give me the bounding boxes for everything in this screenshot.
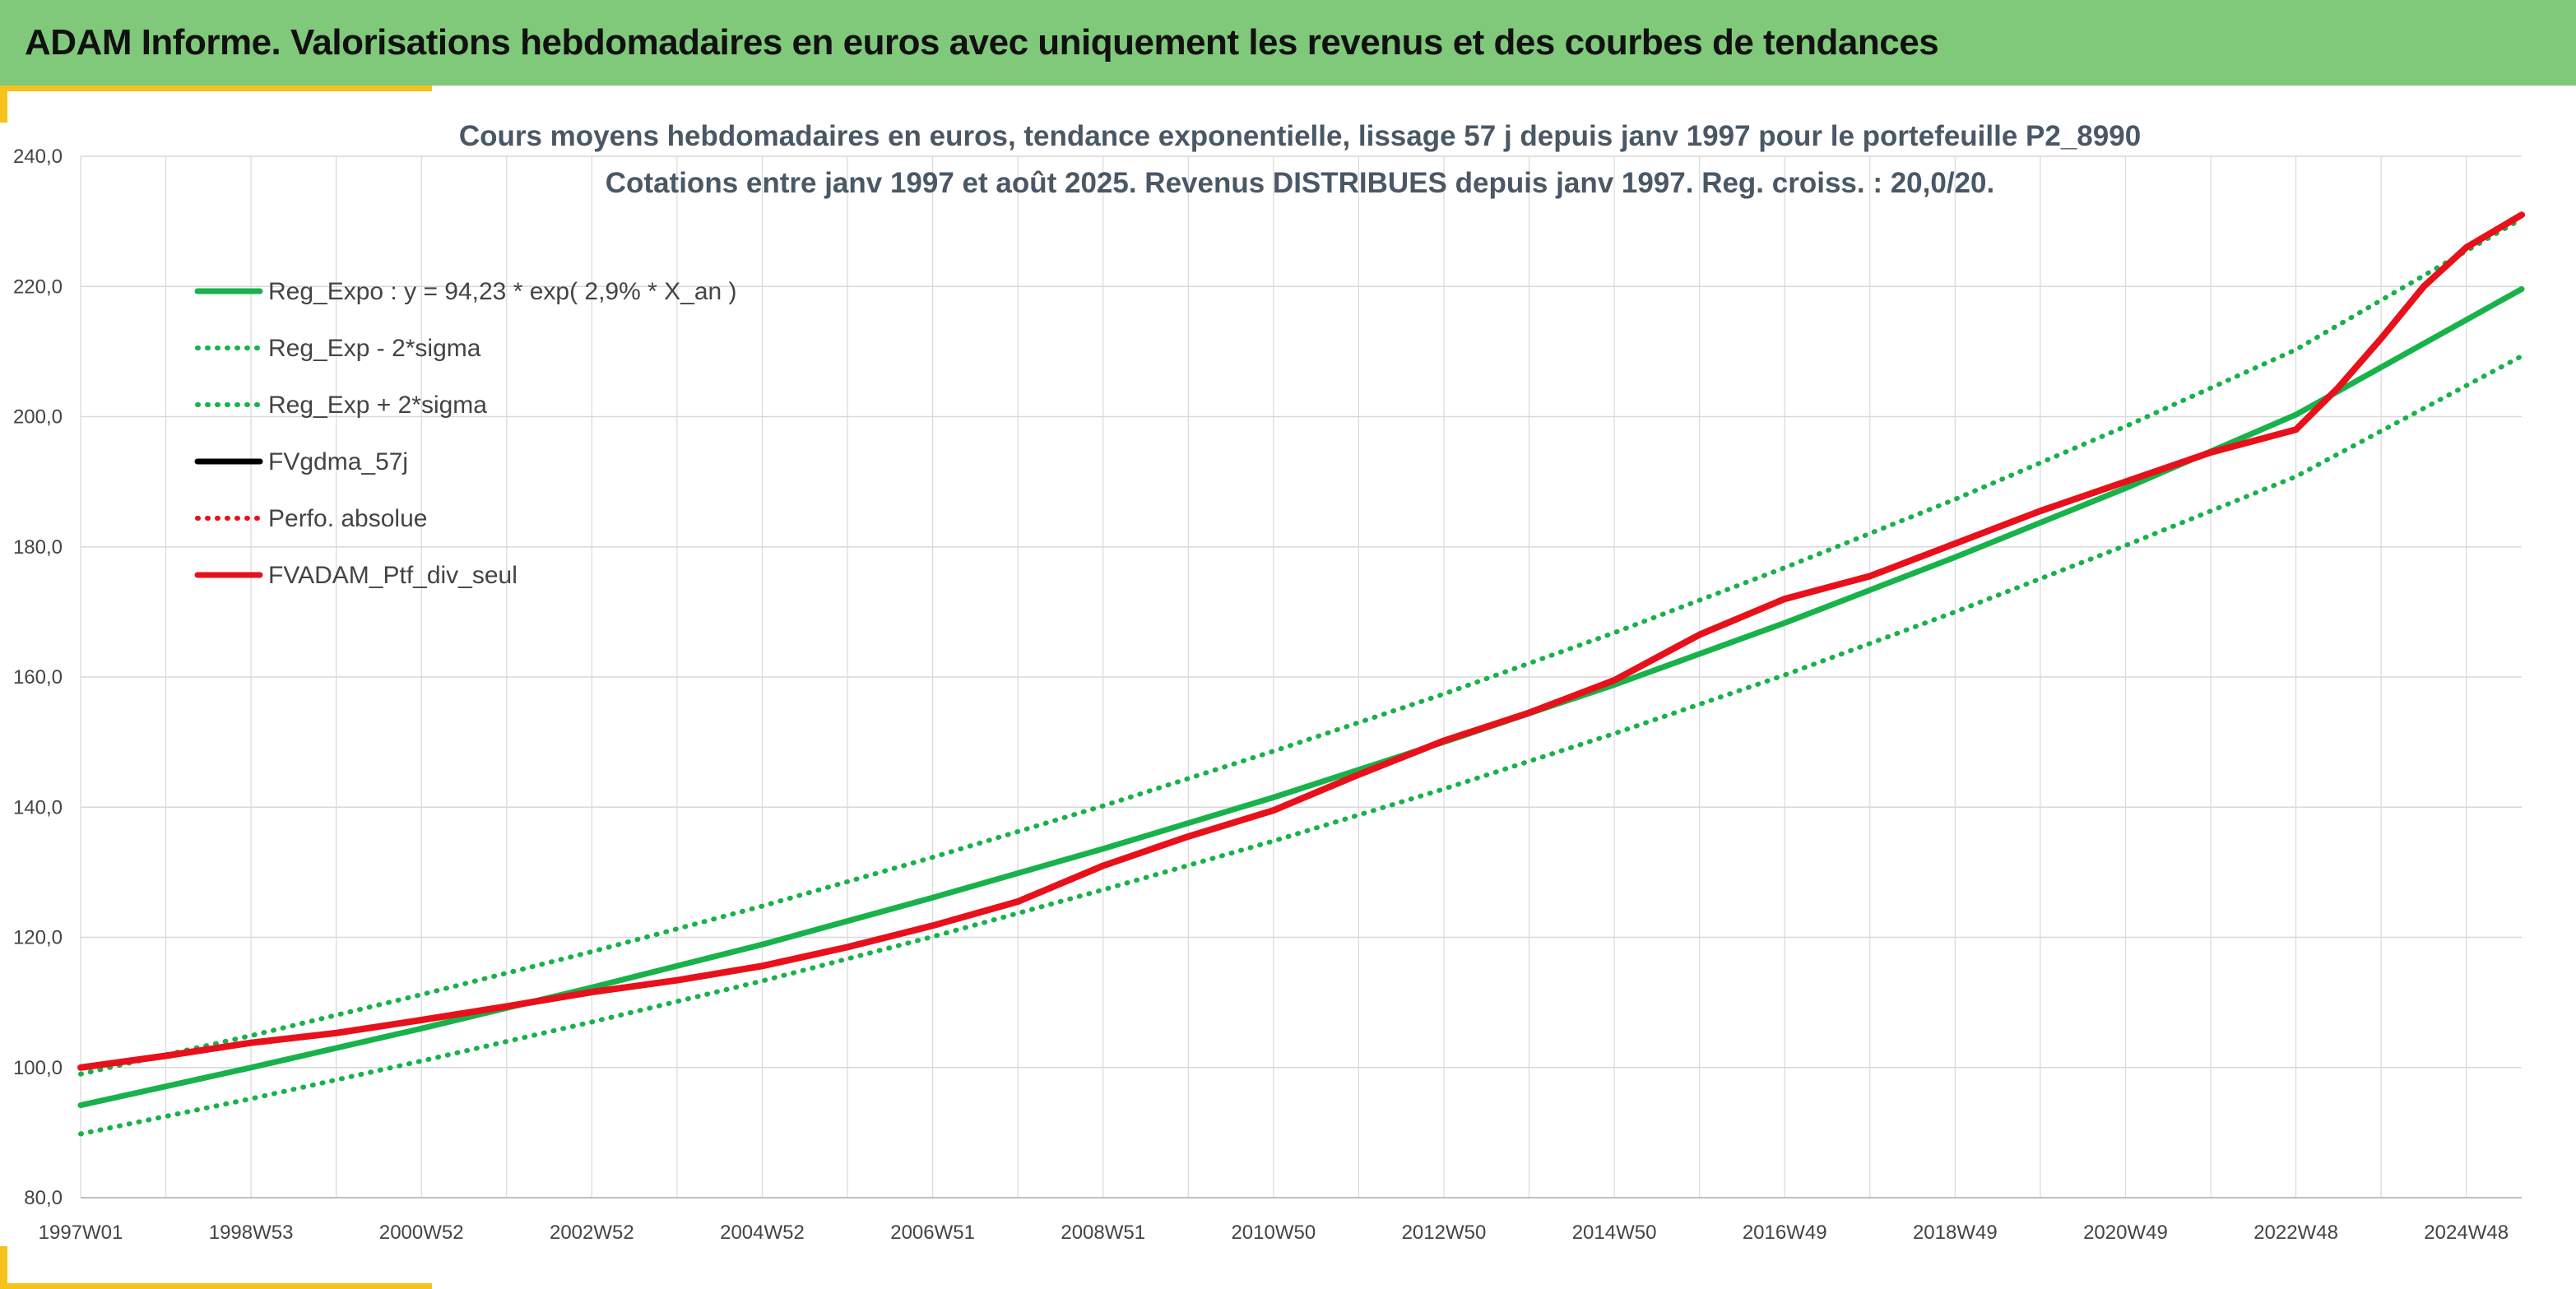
series-line-2: [78, 216, 2524, 1077]
y-tick-label: 220,0: [13, 276, 63, 298]
y-tick-label: 100,0: [13, 1057, 63, 1079]
legend-label: Reg_Expo : y = 94,23 * exp( 2,9% * X_an …: [268, 278, 737, 305]
y-tick-label: 140,0: [13, 796, 63, 818]
y-tick-label: 160,0: [13, 666, 63, 689]
x-tick-label: 2024W48: [2424, 1222, 2509, 1244]
accent-stripe-left-top: [0, 86, 7, 123]
page-title: ADAM Informe. Valorisations hebdomadaire…: [25, 22, 1939, 63]
series-line-5: [77, 211, 2525, 1071]
x-tick-label: 2012W50: [1402, 1222, 1487, 1244]
legend-label: FVgdma_57j: [268, 448, 408, 475]
axes: 80,0 100,0 120,0 140,0 160,0 180,0 200,0 220,0 2…: [13, 146, 2522, 1244]
x-tick-label: 2006W51: [890, 1222, 975, 1244]
x-tick-label: 2010W50: [1231, 1222, 1316, 1244]
x-tick-label: 2018W49: [1913, 1222, 1998, 1244]
series-line-1: [78, 353, 2524, 1137]
accent-stripe-top-left: [0, 86, 432, 91]
x-tick-label: 2014W50: [1572, 1222, 1657, 1244]
series-line-0: [77, 285, 2525, 1109]
y-tick-label: 120,0: [13, 927, 63, 949]
y-tick-label: 200,0: [13, 406, 63, 429]
chart-frame: 80,0 100,0 120,0 140,0 160,0 180,0 200,0 220,0 2…: [0, 86, 2576, 1289]
y-tick-label: 80,0: [24, 1187, 63, 1209]
legend-label: Reg_Exp + 2*sigma: [268, 392, 487, 419]
x-tick-label: 2022W48: [2253, 1222, 2338, 1244]
chart-title-line-2: Cotations entre janv 1997 et août 2025. …: [606, 167, 1994, 199]
x-tick-label: 2008W51: [1061, 1222, 1145, 1244]
y-tick-label: 180,0: [13, 536, 63, 559]
line-chart: 80,0 100,0 120,0 140,0 160,0 180,0 200,0 220,0 2…: [13, 120, 2525, 1244]
series-lines: [77, 211, 2525, 1137]
x-tick-label: 2004W52: [720, 1222, 805, 1244]
x-tick-label: 1997W01: [39, 1222, 123, 1244]
chart-title-line-1: Cours moyens hebdomadaires en euros, ten…: [459, 120, 2141, 152]
legend-label: Perfo. absolue: [268, 505, 427, 532]
x-tick-label: 2020W49: [2083, 1222, 2168, 1244]
grid-lines: [80, 155, 2522, 1199]
x-tick-label: 2016W49: [1743, 1222, 1827, 1244]
accent-stripe-left-bottom: [0, 1246, 7, 1289]
x-tick-label: 2000W52: [379, 1222, 464, 1244]
legend: Reg_Expo : y = 94,23 * exp( 2,9% * X_an …: [194, 278, 737, 589]
accent-stripe-bottom-left: [0, 1283, 432, 1289]
x-tick-label: 1998W53: [209, 1222, 294, 1244]
legend-label: Reg_Exp - 2*sigma: [268, 335, 481, 362]
header-bar: ADAM Informe. Valorisations hebdomadaire…: [0, 0, 2576, 86]
y-tick-label: 240,0: [13, 146, 63, 168]
legend-label: FVADAM_Ptf_div_seul: [268, 562, 518, 589]
x-tick-label: 2002W52: [550, 1222, 634, 1244]
